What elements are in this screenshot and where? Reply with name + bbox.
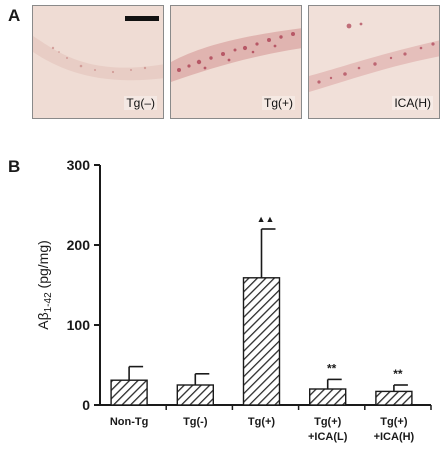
bar	[242, 277, 281, 406]
micrograph-ica-h: ICA(H)	[308, 5, 440, 119]
y-axis-label-subscript: 1-42	[43, 292, 54, 312]
panel-a-images: Tg(–) Tg(+) ICA(H)	[32, 5, 444, 123]
bar	[110, 379, 148, 406]
image-label-tg-plus: Tg(+)	[261, 96, 295, 110]
image-label-ica-h: ICA(H)	[392, 96, 433, 110]
x-tick-label: Tg(+)	[314, 416, 342, 428]
x-tick-label: +ICA(H)	[374, 431, 415, 443]
y-tick-label: 0	[82, 397, 90, 413]
image-label-tg-minus: Tg(–)	[124, 96, 157, 110]
x-tick-label: Tg(-)	[183, 416, 208, 428]
scale-bar	[125, 16, 159, 21]
panel-a-letter: A	[8, 6, 21, 25]
tissue-section-image	[33, 6, 163, 118]
tissue-section-image	[309, 6, 439, 118]
y-axis-label: Aβ1-42 (pg/mg)	[35, 240, 54, 330]
bar	[375, 390, 413, 406]
y-tick-label: 200	[67, 237, 91, 253]
bar	[176, 384, 215, 406]
x-tick-label: +ICA(L)	[308, 431, 348, 443]
bar	[309, 388, 347, 406]
micrograph-tg-plus: Tg(+)	[170, 5, 302, 119]
plot-area: 0 100 200 300 Non-Tg Tg(-) ▲▲ Tg(+) ** Tg(+) +ICA(…	[67, 157, 432, 443]
tissue-section-image	[171, 6, 301, 118]
significance-marker: ▲▲	[257, 214, 275, 224]
panel-b-letter: B	[8, 157, 21, 176]
y-tick-label: 300	[67, 157, 91, 173]
y-axis-label-unit: (pg/mg)	[35, 240, 51, 292]
x-tick-label: Tg(+)	[380, 416, 408, 428]
x-tick-label: Non-Tg	[110, 416, 148, 428]
x-tick-label: Tg(+)	[248, 416, 276, 428]
significance-marker: **	[393, 367, 403, 381]
significance-marker: **	[327, 361, 337, 375]
y-axis-label-main: Aβ	[35, 312, 51, 329]
y-tick-label: 100	[67, 317, 91, 333]
micrograph-tg-minus: Tg(–)	[32, 5, 164, 119]
